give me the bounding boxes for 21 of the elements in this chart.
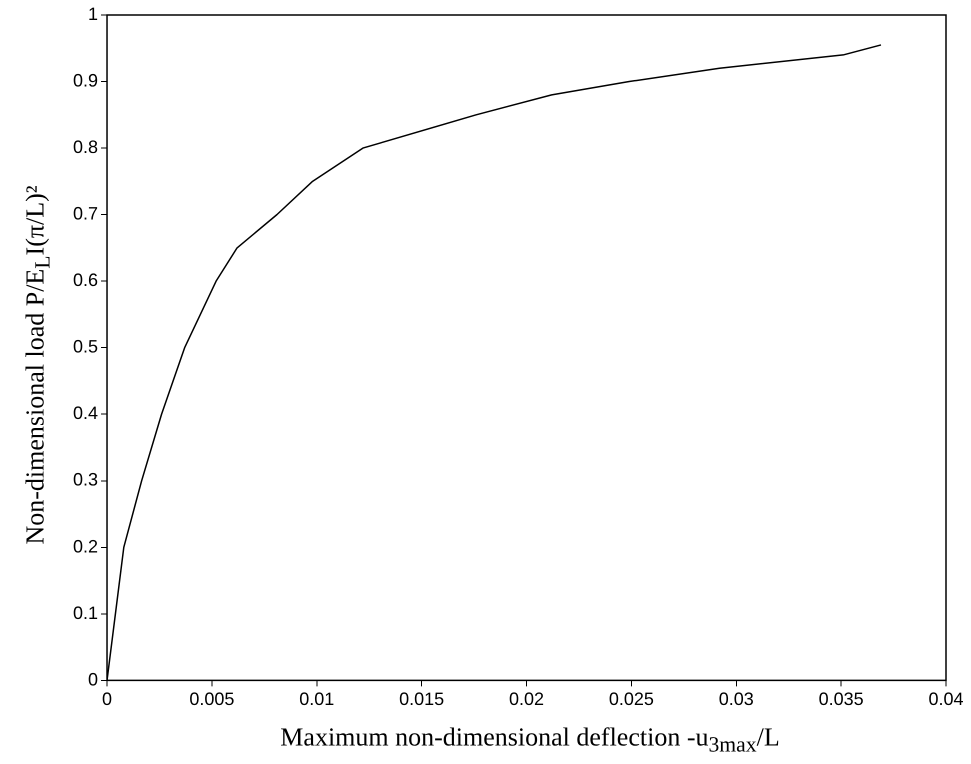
y-tick-label: 0 (88, 669, 98, 690)
x-tick-label: 0.015 (399, 689, 444, 710)
y-tick-label: 0.3 (72, 470, 98, 490)
x-tick-label: 0.035 (818, 689, 864, 710)
y-tick-label: 0.6 (72, 270, 98, 290)
x-tick-label: 0 (102, 689, 112, 710)
y-tick-label: 0.2 (72, 536, 98, 556)
y-tick-label: 0.8 (72, 137, 98, 158)
x-tick-label: 0.01 (299, 689, 334, 710)
y-tick-label: 0.1 (72, 602, 98, 623)
x-tick-label: 0.03 (718, 689, 754, 710)
x-tick-label: 0.005 (189, 689, 234, 710)
x-tick-label: 0.04 (928, 689, 964, 710)
x-tick-label: 0.025 (608, 689, 654, 710)
y-tick-label: 0.5 (72, 336, 98, 357)
y-tick-label: 0.9 (72, 70, 98, 91)
y-tick-label: 0.7 (72, 204, 98, 224)
x-tick-label: 0.02 (508, 689, 544, 710)
x-axis-title: Maximum non-dimensional deflection -u$_{3max}$/L (280, 722, 780, 758)
y-tick-label: 0.4 (72, 403, 98, 424)
y-tick-label: 1 (88, 4, 98, 24)
